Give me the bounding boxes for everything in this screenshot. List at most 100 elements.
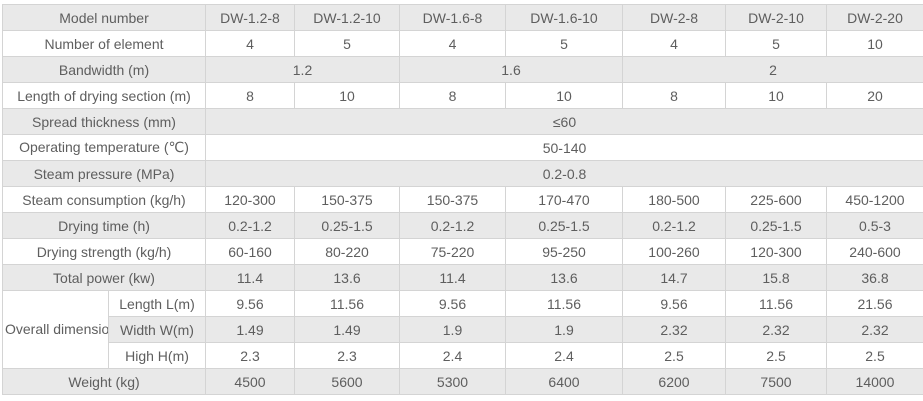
table-row-total-power: Total power (kw) 11.4 13.6 11.4 13.6 14.… (2, 264, 923, 291)
model-header: DW-2-10 (725, 4, 827, 31)
cell: 2.3 (294, 342, 400, 369)
cell: 0.2-1.2 (622, 212, 726, 239)
table-row-spread-thickness: Spread thickness (mm) ≤60 (2, 108, 923, 135)
cell: 150-375 (399, 186, 506, 213)
table-row-length-of-drying-section: Length of drying section (m) 8 10 8 10 8… (2, 82, 923, 109)
cell: 60-160 (205, 238, 295, 265)
cell: 5 (725, 30, 827, 57)
cell: 11.56 (294, 290, 400, 317)
cell: 150-375 (294, 186, 400, 213)
cell: 120-300 (725, 238, 827, 265)
spec-table: Model number DW-1.2-8 DW-1.2-10 DW-1.6-8… (2, 4, 923, 395)
cell: 2.5 (725, 342, 827, 369)
row-sublabel: Width W(m) (108, 316, 206, 343)
model-header: DW-2-20 (826, 4, 923, 31)
cell: 15.8 (725, 264, 827, 291)
cell: 4 (622, 30, 726, 57)
cell: 8 (399, 82, 506, 109)
cell: 95-250 (505, 238, 623, 265)
table-row-dimension-width: Width W(m) 1.49 1.49 1.9 1.9 2.32 2.32 2… (3, 316, 923, 343)
cell: 10 (725, 82, 827, 109)
cell: 170-470 (505, 186, 623, 213)
cell: 0.2-1.2 (399, 212, 506, 239)
cell: 0.5-3 (826, 212, 923, 239)
cell: 5300 (399, 368, 506, 395)
cell-merged: 1.6 (399, 56, 623, 83)
cell: 13.6 (294, 264, 400, 291)
cell: 0.25-1.5 (725, 212, 827, 239)
cell: 4 (205, 30, 295, 57)
cell: 13.6 (505, 264, 623, 291)
row-label: Length of drying section (m) (2, 82, 206, 109)
cell: 2.4 (505, 342, 623, 369)
cell: 1.49 (294, 316, 400, 343)
table-row-steam-pressure: Steam pressure (MPa) 0.2-0.8 (2, 160, 923, 187)
cell: 4500 (205, 368, 295, 395)
cell: 11.56 (505, 290, 623, 317)
cell: 2.5 (826, 342, 923, 369)
cell: 10 (294, 82, 400, 109)
cell: 6200 (622, 368, 726, 395)
cell: 7500 (725, 368, 827, 395)
table-row-operating-temperature: Operating temperature (℃) 50-140 (2, 134, 923, 161)
row-label: Drying time (h) (2, 212, 206, 239)
cell: 11.4 (399, 264, 506, 291)
row-label: Weight (kg) (2, 368, 206, 395)
cell-merged: 2 (622, 56, 923, 83)
cell-full-span: 50-140 (205, 134, 923, 161)
cell: 2.4 (399, 342, 506, 369)
cell-full-span: ≤60 (205, 108, 923, 135)
table-row-drying-strength: Drying strength (kg/h) 60-160 80-220 75-… (2, 238, 923, 265)
cell: 21.56 (826, 290, 923, 317)
cell-merged: 1.2 (205, 56, 400, 83)
cell: 120-300 (205, 186, 295, 213)
row-label: Drying strength (kg/h) (2, 238, 206, 265)
cell: 9.56 (399, 290, 506, 317)
cell: 20 (826, 82, 923, 109)
table-row-dimension-high: High H(m) 2.3 2.3 2.4 2.4 2.5 2.5 2.5 (3, 342, 923, 369)
cell: 36.8 (826, 264, 923, 291)
cell: 5600 (294, 368, 400, 395)
cell: 2.32 (725, 316, 827, 343)
cell: 1.9 (399, 316, 506, 343)
row-label: Number of element (2, 30, 206, 57)
cell: 5 (294, 30, 400, 57)
cell: 0.25-1.5 (505, 212, 623, 239)
cell: 0.25-1.5 (294, 212, 400, 239)
row-label: Steam pressure (MPa) (2, 160, 206, 187)
cell: 225-600 (725, 186, 827, 213)
table-row-steam-consumption: Steam consumption (kg/h) 120-300 150-375… (2, 186, 923, 213)
cell: 14000 (826, 368, 923, 395)
cell: 450-1200 (826, 186, 923, 213)
cell: 9.56 (622, 290, 726, 317)
cell: 10 (505, 82, 623, 109)
cell: 2.32 (826, 316, 923, 343)
cell: 180-500 (622, 186, 726, 213)
row-label: Model number (2, 4, 206, 31)
table-row-model-number: Model number DW-1.2-8 DW-1.2-10 DW-1.6-8… (2, 4, 923, 31)
cell: 2.32 (622, 316, 726, 343)
cell: 9.56 (205, 290, 295, 317)
cell: 0.2-1.2 (205, 212, 295, 239)
cell: 1.49 (205, 316, 295, 343)
cell: 1.9 (505, 316, 623, 343)
table-row-number-of-element: Number of element 4 5 4 5 4 5 10 (2, 30, 923, 57)
model-header: DW-1.2-10 (294, 4, 400, 31)
cell: 14.7 (622, 264, 726, 291)
cell: 4 (399, 30, 506, 57)
row-label: Total power (kw) (2, 264, 206, 291)
cell: 6400 (505, 368, 623, 395)
cell: 80-220 (294, 238, 400, 265)
cell: 11.4 (205, 264, 295, 291)
row-group-label: Overall dimension (2, 290, 109, 369)
row-label: Bandwidth (m) (2, 56, 206, 83)
model-header: DW-2-8 (622, 4, 726, 31)
cell: 2.3 (205, 342, 295, 369)
row-sublabel: High H(m) (108, 342, 206, 369)
cell: 5 (505, 30, 623, 57)
cell: 240-600 (826, 238, 923, 265)
row-label: Spread thickness (mm) (2, 108, 206, 135)
model-header: DW-1.6-8 (399, 4, 506, 31)
cell: 100-260 (622, 238, 726, 265)
row-label: Steam consumption (kg/h) (2, 186, 206, 213)
